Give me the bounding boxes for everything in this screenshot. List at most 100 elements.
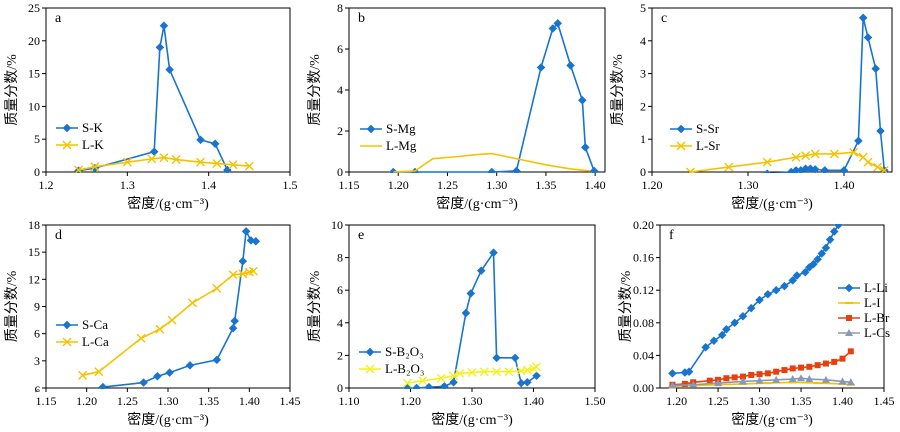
- data-point: [165, 368, 174, 377]
- data-point: [580, 143, 590, 152]
- data-point: [709, 336, 719, 346]
- data-point: [536, 63, 546, 72]
- y-tick-label: 0: [337, 165, 343, 179]
- legend-marker: [366, 124, 376, 134]
- y-axis-label: 质量分数/%: [618, 270, 634, 342]
- y-tick-label: 0.04: [633, 348, 654, 362]
- legend-marker: [62, 337, 72, 347]
- data-point: [788, 276, 798, 285]
- panel-label: d: [55, 228, 62, 243]
- y-tick-label: 5: [34, 132, 40, 146]
- legend-entry: S-B₂O₃: [359, 344, 424, 359]
- data-point: [714, 379, 723, 387]
- data-point: [228, 270, 238, 280]
- data-point: [748, 371, 755, 378]
- data-point: [871, 64, 881, 74]
- data-point: [566, 61, 575, 70]
- data-point: [90, 162, 100, 172]
- legend-marker: [62, 320, 72, 330]
- data-point: [738, 377, 747, 385]
- legend-label: S-K: [82, 120, 104, 135]
- data-point: [487, 167, 497, 173]
- data-point: [781, 367, 788, 374]
- data-point: [722, 324, 731, 334]
- legend-entry: L-K: [56, 137, 104, 152]
- data-point: [668, 368, 677, 378]
- data-point: [159, 21, 169, 31]
- y-tick-label: 0.12: [633, 283, 654, 297]
- plot-frame: [45, 224, 291, 389]
- x-axis-label: 密度/(g·cm⁻³): [431, 411, 513, 428]
- x-tick-label: 1.20: [642, 178, 663, 192]
- y-axis-label: 质量分数/%: [307, 270, 323, 342]
- panel-label: c: [661, 11, 667, 26]
- data-point: [817, 249, 827, 258]
- data-point: [512, 166, 521, 173]
- plot-frame: [651, 7, 893, 173]
- y-tick-label: 0.00: [633, 381, 654, 395]
- data-point: [78, 370, 88, 380]
- x-tick-label: 1.25: [708, 394, 729, 408]
- series-L-Ca: [78, 266, 258, 380]
- data-point: [228, 160, 238, 170]
- data-point: [831, 358, 838, 365]
- data-point: [466, 289, 476, 298]
- panel-label: e: [358, 228, 364, 243]
- legend-entry: L-Ca: [56, 334, 109, 349]
- y-tick-label: 18: [28, 218, 40, 232]
- x-tick-label: 1.35: [535, 178, 556, 192]
- data-point: [822, 360, 829, 367]
- data-point: [196, 135, 205, 145]
- data-point: [212, 158, 222, 168]
- data-point: [553, 19, 563, 28]
- data-point: [791, 152, 801, 162]
- x-tick-label: 1.5: [283, 178, 298, 192]
- legend-entry: S-Mg: [360, 121, 416, 136]
- y-tick-label: 0: [640, 165, 646, 179]
- chart-panel-b: 1.15 1.20 1.25 1.30 1.35 1.40 0 2 4 6 8 b 密度/(g·cm⁻³…: [307, 1, 606, 212]
- data-point: [489, 248, 498, 258]
- data-point: [789, 365, 796, 372]
- legend-label: L-Mg: [386, 138, 417, 153]
- data-point: [455, 368, 465, 378]
- y-tick-label: 2: [640, 99, 646, 113]
- data-point: [810, 165, 820, 173]
- legend-marker: [62, 123, 72, 133]
- y-tick-label: 15: [28, 67, 40, 81]
- data-point: [492, 367, 502, 377]
- x-tick-label: 1.20: [388, 178, 409, 192]
- series-L-K: [74, 153, 254, 173]
- data-point: [849, 147, 859, 157]
- y-axis-label: 质量分数/%: [4, 54, 20, 126]
- data-point: [251, 236, 261, 246]
- series-L-Mg: [393, 152, 591, 173]
- data-point: [820, 166, 830, 173]
- data-point: [797, 374, 806, 382]
- x-axis-label: 密度/(g·cm⁻³): [436, 195, 518, 212]
- legend-entry: L-Mg: [360, 138, 417, 153]
- legend-marker: [845, 329, 853, 336]
- data-point: [780, 281, 789, 291]
- plot-frame: [659, 224, 885, 389]
- series-L-Cs: [668, 374, 855, 389]
- x-axis-label: 密度/(g·cm⁻³): [127, 411, 209, 428]
- data-point: [504, 367, 514, 377]
- x-axis-label: 密度/(g·cm⁻³): [127, 195, 209, 212]
- x-tick-label: 1.45: [874, 394, 895, 408]
- y-tick-label: 25: [28, 1, 40, 15]
- y-tick-label: 10: [28, 99, 40, 113]
- y-tick-label: ɕ: [35, 381, 41, 395]
- data-point: [689, 380, 698, 388]
- x-tick-label: 1.30: [158, 394, 179, 408]
- x-tick-label: 1.10: [339, 394, 360, 408]
- data-point: [684, 367, 694, 377]
- series-L-B₂O₃: [402, 362, 542, 388]
- data-point: [418, 376, 428, 386]
- data-point: [238, 269, 248, 279]
- x-tick-label: 1.35: [791, 394, 812, 408]
- legend-entry: L-Li: [838, 280, 888, 295]
- legend-label: L-Cs: [864, 325, 890, 340]
- x-tick-label: 1.2: [39, 178, 54, 192]
- data-point: [167, 315, 177, 325]
- legend-marker: [365, 364, 375, 374]
